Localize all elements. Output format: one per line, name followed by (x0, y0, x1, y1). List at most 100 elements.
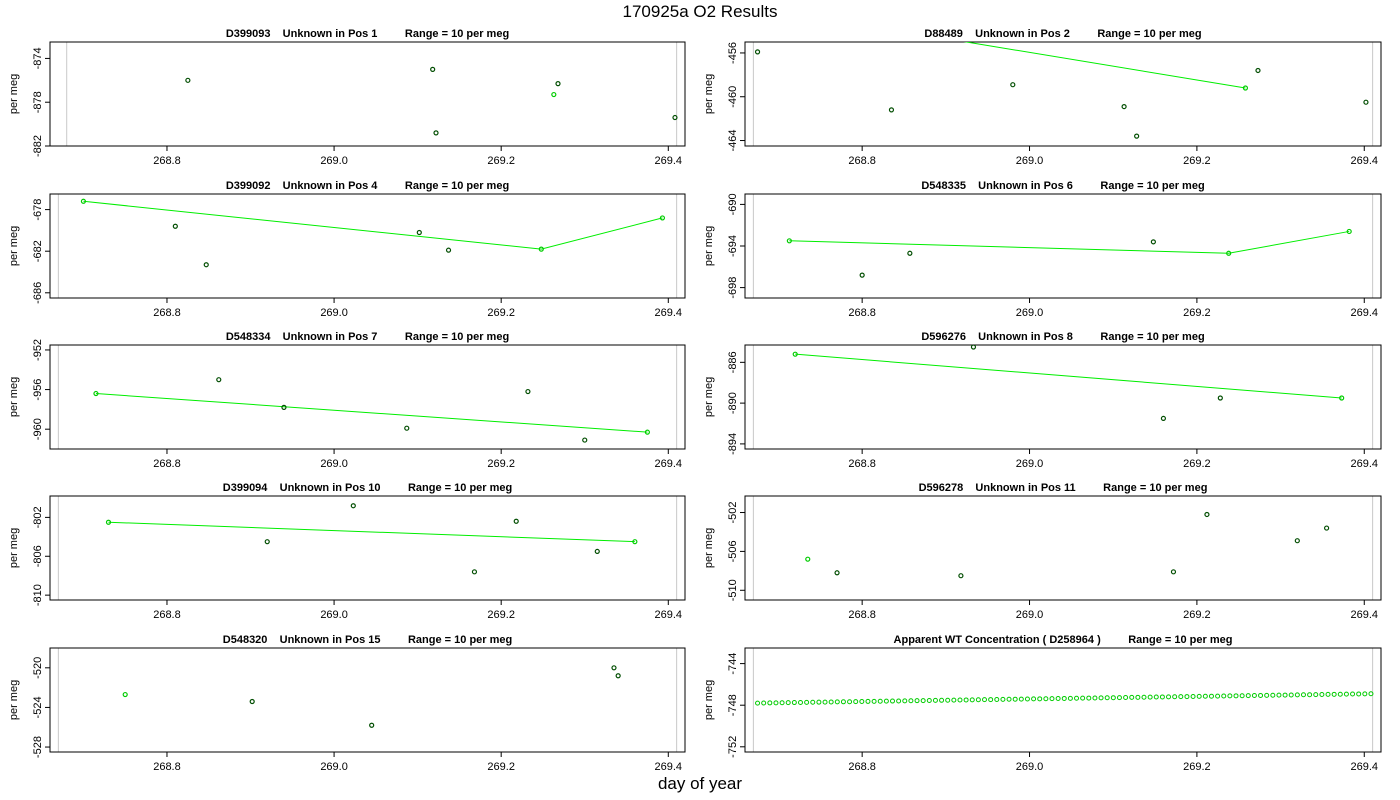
y-tick-label: -886 (727, 351, 739, 373)
data-point (433, 130, 439, 136)
plot-frame (49, 193, 686, 299)
data-point (105, 519, 112, 525)
data-point (1202, 693, 1208, 699)
data-point (1178, 694, 1184, 700)
y-tick-label: -678 (32, 199, 44, 221)
data-point (853, 699, 859, 705)
data-point (80, 198, 87, 204)
data-point (1147, 694, 1153, 700)
x-tick-label: 269.4 (655, 761, 683, 773)
data-point (1324, 525, 1330, 531)
x-axis-label: day of year (657, 774, 743, 793)
y-axis-label: per meg (703, 528, 715, 568)
panel-title: D88489 Unknown in Pos 2 Range = 10 per m… (924, 28, 1201, 40)
y-tick-label: -520 (32, 657, 44, 679)
y-tick-label: -506 (727, 540, 739, 562)
data-point (1325, 691, 1331, 697)
data-point (1339, 395, 1345, 401)
data-point (902, 698, 908, 704)
data-point (1368, 691, 1374, 697)
data-point (1049, 696, 1055, 702)
x-tick-label: 268.8 (153, 307, 181, 319)
y-tick-label: -528 (32, 736, 44, 758)
y-tick-label: -456 (727, 42, 739, 64)
data-point (963, 697, 969, 703)
data-point (1319, 692, 1325, 698)
data-point (216, 377, 222, 383)
data-point (840, 699, 846, 705)
data-point (1129, 694, 1135, 700)
data-point (797, 699, 803, 705)
data-point (1300, 692, 1306, 698)
y-tick-label: -690 (727, 193, 739, 215)
y-tick-label: -960 (32, 418, 44, 440)
data-point (920, 698, 926, 704)
data-point (1010, 82, 1016, 88)
y-tick-label: -878 (32, 91, 44, 113)
y-tick-label: -524 (32, 696, 44, 718)
data-point (896, 698, 902, 704)
y-tick-label: -806 (32, 545, 44, 567)
panel-title: D399093 Unknown in Pos 1 Range = 10 per … (226, 28, 509, 40)
data-point (805, 556, 811, 562)
data-point (1037, 696, 1043, 702)
data-point (281, 404, 287, 410)
data-point (1172, 694, 1178, 700)
data-point (1184, 694, 1190, 700)
y-tick-label: -748 (727, 694, 739, 716)
data-point (828, 699, 834, 705)
data-point (754, 49, 761, 55)
fit-line (95, 393, 648, 433)
data-layer (105, 503, 638, 575)
data-point (122, 691, 128, 698)
chart-panel: Apparent WT Concentration ( D258964 ) Ra… (703, 634, 1382, 773)
x-tick-label: 269.4 (1350, 609, 1378, 621)
data-point (416, 229, 422, 236)
data-layer (754, 42, 1369, 139)
data-point (1104, 695, 1110, 701)
x-tick-label: 269.0 (1016, 155, 1044, 167)
data-point (538, 246, 544, 252)
x-tick-label: 269.0 (1016, 609, 1044, 621)
x-tick-label: 268.8 (848, 307, 876, 319)
y-tick-label: -686 (32, 282, 44, 304)
data-point (883, 698, 889, 704)
x-tick-label: 268.8 (848, 761, 876, 773)
data-point (1217, 395, 1223, 401)
chart-panel: D596276 Unknown in Pos 8 Range = 10 per … (703, 331, 1382, 470)
data-point (1356, 691, 1362, 697)
data-point (1135, 694, 1141, 700)
data-point (1288, 692, 1294, 698)
data-point (865, 698, 871, 704)
chart-panel: D88489 Unknown in Pos 2 Range = 10 per m… (703, 28, 1382, 167)
data-point (834, 570, 840, 576)
x-tick-label: 269.0 (1016, 761, 1044, 773)
data-point (773, 700, 779, 706)
plot-frame (744, 41, 1382, 147)
data-point (816, 699, 822, 705)
y-axis-label: per meg (703, 226, 715, 266)
data-point (1123, 695, 1129, 701)
data-layer (786, 228, 1352, 278)
data-layer (93, 377, 651, 443)
chart-panel: D548334 Unknown in Pos 7 Range = 10 per … (8, 331, 686, 470)
data-point (1018, 696, 1024, 702)
y-axis-label: per meg (8, 680, 20, 720)
data-point (1221, 693, 1227, 699)
data-point (1255, 67, 1261, 74)
data-point (1233, 693, 1239, 699)
x-tick-label: 269.4 (1350, 458, 1378, 470)
data-point (1150, 239, 1156, 245)
x-tick-label: 269.2 (1183, 609, 1211, 621)
fit-line (963, 42, 1246, 89)
data-point (810, 699, 816, 705)
data-point (890, 698, 896, 704)
data-layer (122, 665, 621, 728)
plot-frame (49, 647, 686, 753)
x-tick-label: 268.8 (153, 609, 181, 621)
data-point (755, 700, 761, 706)
x-tick-label: 269.2 (487, 307, 515, 319)
data-layer (805, 511, 1330, 579)
data-point (1226, 250, 1232, 256)
data-point (1024, 696, 1030, 702)
